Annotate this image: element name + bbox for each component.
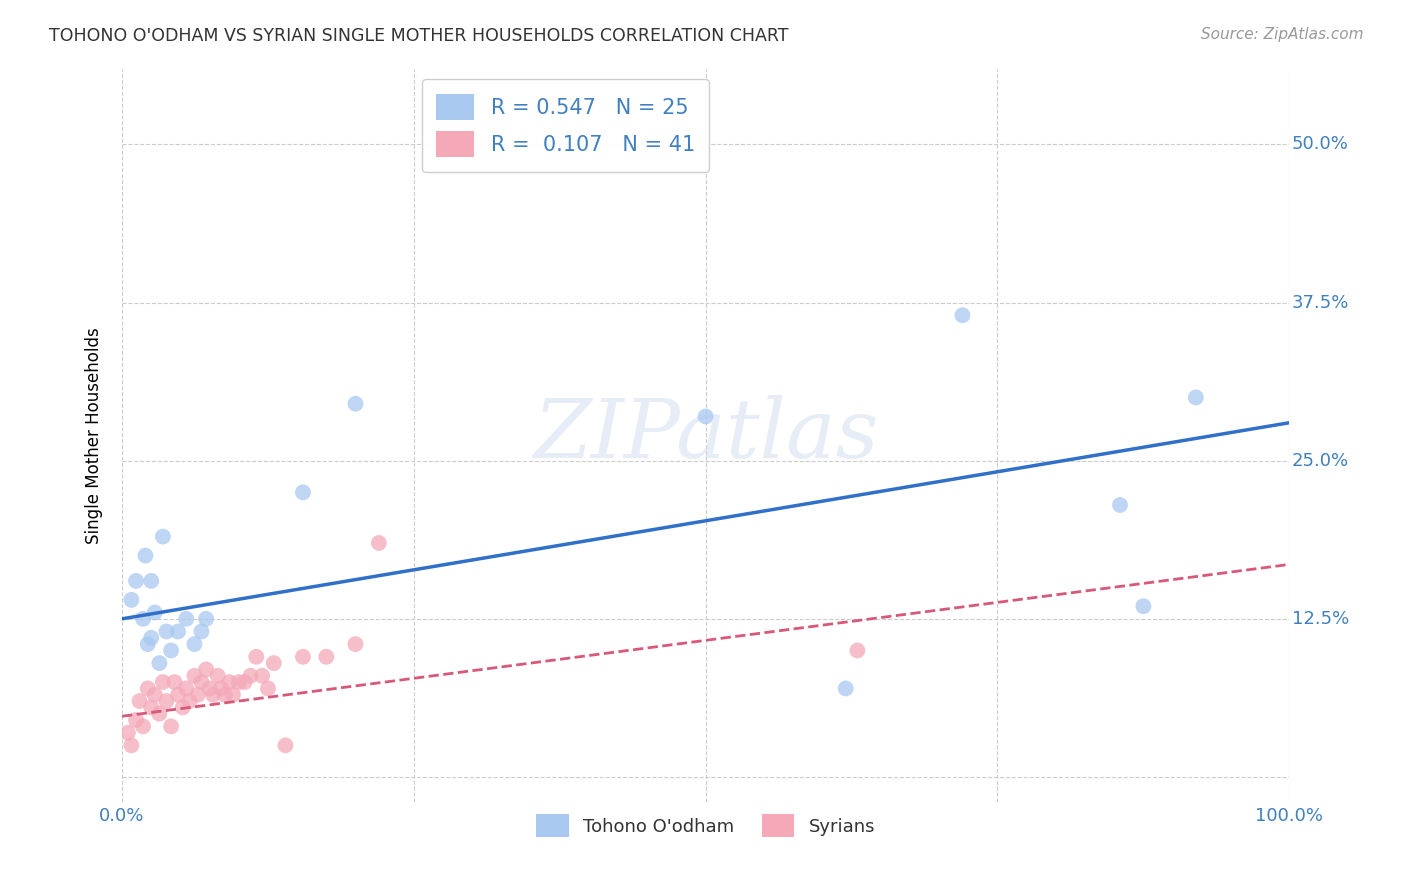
Point bbox=[198, 681, 221, 696]
Point bbox=[136, 681, 159, 696]
Point bbox=[167, 688, 190, 702]
Point bbox=[132, 612, 155, 626]
Point bbox=[291, 485, 314, 500]
Point bbox=[190, 675, 212, 690]
Point bbox=[117, 725, 139, 739]
Point bbox=[152, 530, 174, 544]
Point bbox=[209, 681, 232, 696]
Point bbox=[222, 688, 245, 702]
Point bbox=[367, 536, 389, 550]
Point bbox=[125, 713, 148, 727]
Point bbox=[174, 681, 197, 696]
Point bbox=[344, 397, 367, 411]
Text: 12.5%: 12.5% bbox=[1292, 610, 1348, 628]
Point bbox=[257, 681, 280, 696]
Point bbox=[695, 409, 717, 424]
Legend: Tohono O'odham, Syrians: Tohono O'odham, Syrians bbox=[529, 807, 882, 845]
Point bbox=[952, 308, 974, 322]
Y-axis label: Single Mother Households: Single Mother Households bbox=[86, 327, 103, 544]
Text: Source: ZipAtlas.com: Source: ZipAtlas.com bbox=[1201, 27, 1364, 42]
Point bbox=[214, 688, 236, 702]
Point bbox=[250, 669, 273, 683]
Point bbox=[195, 612, 218, 626]
Point bbox=[134, 549, 156, 563]
Point bbox=[187, 688, 209, 702]
Point bbox=[315, 649, 337, 664]
Point bbox=[125, 574, 148, 588]
Point bbox=[183, 637, 205, 651]
Point bbox=[291, 649, 314, 664]
Point bbox=[155, 624, 177, 639]
Point bbox=[172, 700, 194, 714]
Point bbox=[233, 675, 256, 690]
Point bbox=[128, 694, 150, 708]
Point bbox=[152, 675, 174, 690]
Point bbox=[132, 719, 155, 733]
Text: 25.0%: 25.0% bbox=[1292, 451, 1348, 470]
Point bbox=[207, 669, 229, 683]
Point bbox=[1109, 498, 1132, 512]
Point bbox=[160, 643, 183, 657]
Point bbox=[163, 675, 186, 690]
Point bbox=[195, 662, 218, 676]
Text: 37.5%: 37.5% bbox=[1292, 293, 1348, 311]
Point bbox=[120, 739, 142, 753]
Text: TOHONO O'ODHAM VS SYRIAN SINGLE MOTHER HOUSEHOLDS CORRELATION CHART: TOHONO O'ODHAM VS SYRIAN SINGLE MOTHER H… bbox=[49, 27, 789, 45]
Point bbox=[274, 739, 297, 753]
Point bbox=[136, 637, 159, 651]
Point bbox=[141, 631, 163, 645]
Point bbox=[143, 606, 166, 620]
Point bbox=[1132, 599, 1154, 614]
Point bbox=[202, 688, 225, 702]
Point bbox=[167, 624, 190, 639]
Point bbox=[835, 681, 858, 696]
Point bbox=[190, 624, 212, 639]
Point bbox=[344, 637, 367, 651]
Text: ZIPatlas: ZIPatlas bbox=[533, 395, 879, 475]
Point bbox=[141, 700, 163, 714]
Point bbox=[183, 669, 205, 683]
Point bbox=[160, 719, 183, 733]
Point bbox=[143, 688, 166, 702]
Point bbox=[141, 574, 163, 588]
Text: 50.0%: 50.0% bbox=[1292, 136, 1348, 153]
Point bbox=[179, 694, 201, 708]
Point bbox=[155, 694, 177, 708]
Point bbox=[1185, 391, 1208, 405]
Point bbox=[239, 669, 262, 683]
Point bbox=[174, 612, 197, 626]
Point bbox=[148, 706, 170, 721]
Point bbox=[148, 656, 170, 670]
Point bbox=[263, 656, 285, 670]
Point bbox=[228, 675, 250, 690]
Point bbox=[120, 592, 142, 607]
Point bbox=[846, 643, 869, 657]
Point bbox=[218, 675, 240, 690]
Point bbox=[245, 649, 267, 664]
